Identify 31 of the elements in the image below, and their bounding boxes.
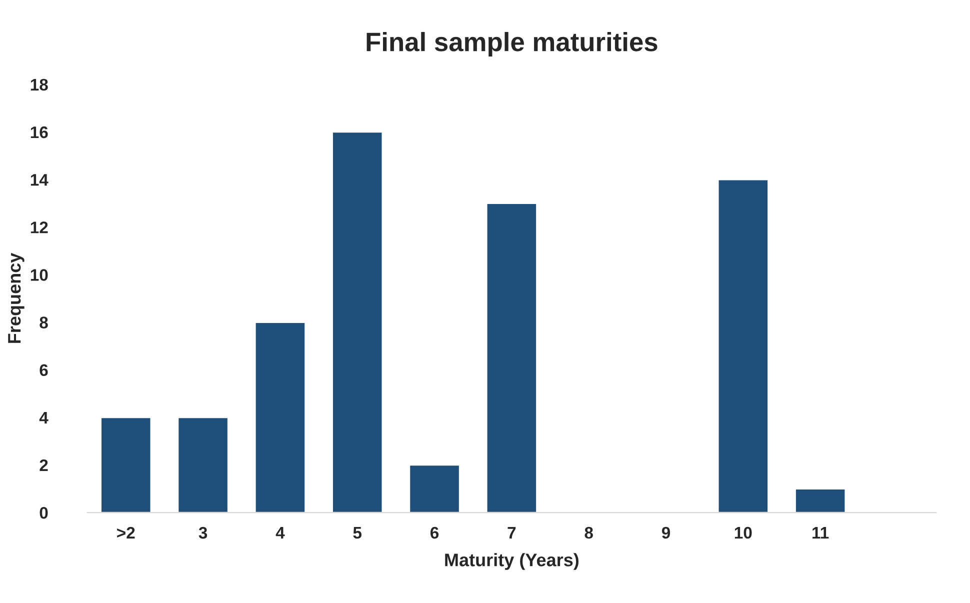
x-axis-title: Maturity (Years) bbox=[445, 553, 579, 570]
y-tick-label: 4 bbox=[39, 412, 48, 424]
bar bbox=[100, 416, 152, 513]
y-tick-label: 14 bbox=[30, 174, 48, 186]
x-tick-label: 10 bbox=[734, 526, 752, 539]
chart-title: Final sample maturities bbox=[366, 32, 658, 57]
bar bbox=[408, 464, 460, 513]
y-tick-label: 18 bbox=[30, 78, 48, 91]
bar bbox=[177, 416, 229, 513]
x-tick-label: 3 bbox=[198, 526, 208, 539]
bar bbox=[794, 488, 846, 513]
x-tick-label: 8 bbox=[584, 526, 593, 539]
bar bbox=[254, 322, 306, 513]
bar bbox=[717, 178, 769, 513]
y-axis-title: Frequency bbox=[8, 252, 24, 343]
x-tick-label: >2 bbox=[117, 526, 135, 539]
x-tick-label: 4 bbox=[276, 527, 285, 539]
bar bbox=[486, 202, 538, 513]
y-tick-label: 6 bbox=[40, 364, 48, 376]
y-tick-label: 12 bbox=[30, 222, 48, 234]
bar bbox=[332, 131, 384, 513]
y-tick-label: 16 bbox=[30, 126, 48, 138]
x-tick-label: 6 bbox=[430, 526, 439, 539]
x-tick-label: 11 bbox=[812, 527, 829, 539]
x-tick-label: 7 bbox=[508, 527, 516, 539]
x-tick-label: 5 bbox=[353, 527, 362, 539]
x-tick-label: 9 bbox=[662, 526, 670, 539]
y-tick-label: 0 bbox=[40, 506, 48, 519]
y-tick-label: 10 bbox=[30, 269, 48, 281]
y-tick-label: 2 bbox=[40, 459, 48, 472]
y-tick-label: 8 bbox=[40, 316, 48, 328]
